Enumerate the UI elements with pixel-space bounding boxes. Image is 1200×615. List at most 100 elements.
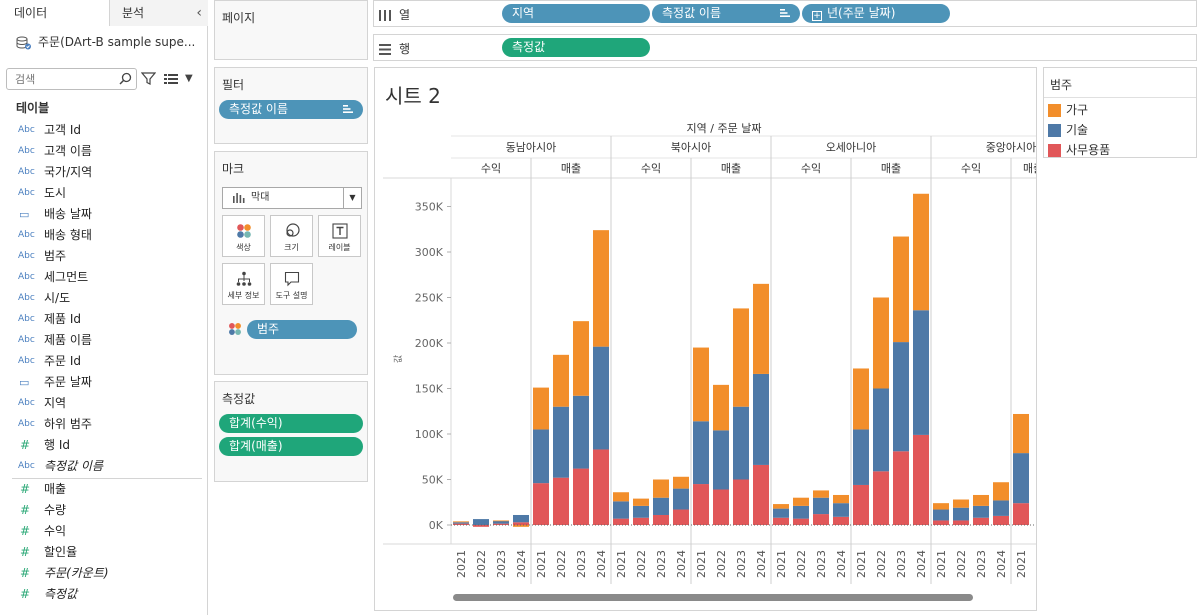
x-tick-label: 2021 — [615, 550, 628, 578]
field-item[interactable]: Abc 국가/지역 — [0, 162, 208, 183]
marks-card: 마크 막대 ▼ 색상 크기 레이블 세부 — [214, 151, 368, 375]
column-pill-region[interactable]: 지역 — [502, 4, 650, 23]
size-button[interactable]: 크기 — [270, 215, 313, 257]
bar-segment — [873, 297, 889, 389]
x-tick-label: 2022 — [955, 550, 968, 578]
label-button[interactable]: 레이블 — [318, 215, 361, 257]
string-type-icon: Abc — [18, 293, 35, 303]
bar-segment — [913, 193, 929, 311]
chevron-left-icon[interactable]: ‹ — [196, 5, 202, 21]
measure-values-card-title: 측정값 — [222, 392, 256, 406]
columns-label-text: 열 — [399, 8, 411, 22]
field-item[interactable]: # 주문(카운트) — [0, 563, 208, 584]
field-item[interactable]: Abc 세그먼트 — [0, 267, 208, 288]
field-item[interactable]: # 수익 — [0, 521, 208, 542]
x-tick-label: 2023 — [895, 550, 908, 578]
detail-button[interactable]: 세부 정보 — [222, 263, 265, 305]
mark-type-select[interactable]: 막대 ▼ — [222, 187, 362, 209]
sort-descending-icon — [780, 9, 790, 17]
color-button-label: 색상 — [236, 243, 251, 252]
caret-down-icon[interactable]: ▼ — [185, 73, 193, 84]
legend-label: 가구 — [1066, 103, 1089, 117]
field-item[interactable]: # 측정값 — [0, 584, 208, 605]
caret-down-icon[interactable]: ▼ — [343, 188, 361, 208]
pane-tabs: 데이터 분석 ‹ — [0, 0, 208, 26]
field-name: 제품 이름 — [44, 333, 92, 347]
field-item[interactable]: Abc 도시 — [0, 183, 208, 204]
bar-segment — [453, 523, 469, 525]
field-item[interactable]: Abc 지역 — [0, 393, 208, 414]
bar-segment — [853, 368, 869, 430]
bar-segment — [473, 519, 489, 525]
field-item[interactable]: Abc 측정값 이름 — [0, 456, 208, 477]
x-tick-label: 2022 — [555, 550, 568, 578]
field-name: 배송 형태 — [44, 228, 92, 242]
field-item[interactable]: Abc 범주 — [0, 246, 208, 267]
field-item[interactable]: Abc 제품 이름 — [0, 330, 208, 351]
legend-item[interactable]: 가구 — [1048, 101, 1088, 117]
measure-pill-profit[interactable]: 합계(수익) — [219, 414, 363, 433]
measure-pill-sales[interactable]: 합계(매출) — [219, 437, 363, 456]
bar-segment — [513, 514, 529, 523]
field-item[interactable]: # 행 Id — [0, 435, 208, 456]
column-pill-order-year[interactable]: + 년(주문 날짜) — [802, 4, 950, 23]
string-type-icon: Abc — [18, 419, 35, 429]
filter-pill-measure-names[interactable]: 측정값 이름 — [219, 100, 363, 119]
datasource-item[interactable]: 주문(DArt-B sample supe... — [16, 33, 206, 51]
search-input[interactable] — [6, 68, 137, 90]
x-tick-label: 2024 — [915, 550, 928, 578]
region-header: 동남아시아 — [506, 141, 557, 154]
bar-segment — [513, 522, 529, 525]
field-item[interactable]: Abc 고객 이름 — [0, 141, 208, 162]
bar-segment — [893, 451, 909, 525]
field-item[interactable]: Abc 하위 범주 — [0, 414, 208, 435]
x-tick-label: 2021 — [535, 550, 548, 578]
tab-analysis[interactable]: 분석 ‹ — [110, 0, 208, 26]
columns-shelf[interactable]: 열 지역 측정값 이름 + 년(주문 날짜) — [373, 0, 1197, 27]
field-name: 행 Id — [44, 438, 71, 452]
tab-data[interactable]: 데이터 — [0, 0, 110, 26]
bar-segment — [893, 342, 909, 452]
region-header: 오세아니아 — [826, 141, 877, 154]
filter-icon[interactable] — [141, 71, 156, 86]
filters-card[interactable]: 필터 측정값 이름 — [214, 67, 368, 144]
pages-card[interactable]: 페이지 — [214, 0, 368, 60]
bar-segment — [533, 429, 549, 484]
bar-segment — [493, 523, 509, 525]
search-icon[interactable] — [119, 72, 132, 85]
tooltip-button[interactable]: 도구 설명 — [270, 263, 313, 305]
field-item[interactable]: # 할인율 — [0, 542, 208, 563]
field-item[interactable]: Abc 배송 형태 — [0, 225, 208, 246]
rows-label-text: 행 — [399, 42, 411, 56]
text-t-icon — [331, 223, 348, 239]
rows-shelf[interactable]: 행 측정값 — [373, 34, 1197, 61]
field-name: 할인율 — [44, 545, 78, 559]
string-type-icon: Abc — [18, 335, 35, 345]
view-list-icon[interactable] — [164, 73, 178, 85]
color-button[interactable]: 색상 — [222, 215, 265, 257]
sheet-title: 시트 2 — [385, 84, 441, 108]
worksheet-view[interactable]: 시트 2 지역 / 주문 날짜 0K 50K 100K 150K 200K 250K 300K… — [374, 67, 1037, 611]
x-tick-label: 2023 — [975, 550, 988, 578]
y-tick-label: 150K — [415, 383, 444, 396]
bar-segment — [973, 517, 989, 525]
row-pill-measure-values[interactable]: 측정값 — [502, 38, 650, 57]
field-item[interactable]: ▭ 배송 날짜 — [0, 204, 208, 225]
field-item[interactable]: ▭ 주문 날짜 — [0, 372, 208, 393]
field-item[interactable]: Abc 주문 Id — [0, 351, 208, 372]
field-item[interactable]: Abc 고객 Id — [0, 120, 208, 141]
legend-item[interactable]: 사무용품 — [1048, 141, 1110, 157]
field-item[interactable]: Abc 제품 Id — [0, 309, 208, 330]
field-item[interactable]: Abc 시/도 — [0, 288, 208, 309]
column-pill-measure-names[interactable]: 측정값 이름 — [652, 4, 800, 23]
field-item[interactable]: # 수량 — [0, 500, 208, 521]
string-type-icon: Abc — [18, 251, 35, 261]
bar-segment — [893, 236, 909, 343]
columns-icon — [379, 10, 391, 21]
legend-item[interactable]: 기술 — [1048, 121, 1088, 137]
filter-pill-label: 측정값 이름 — [229, 102, 289, 116]
color-pill-category[interactable]: 범주 — [247, 320, 357, 339]
field-item[interactable]: # 매출 — [0, 479, 208, 500]
measure-header: 수익 — [961, 162, 981, 175]
field-name: 고객 이름 — [44, 144, 92, 158]
